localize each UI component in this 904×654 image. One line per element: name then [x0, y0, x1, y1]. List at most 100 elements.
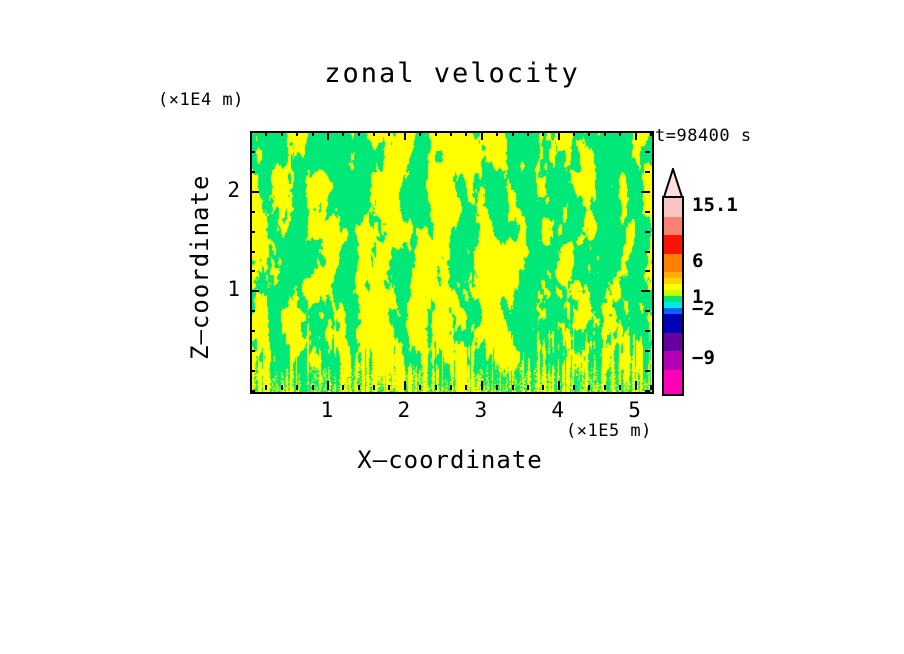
x-tick-bottom	[588, 385, 590, 390]
x-tick-bottom	[373, 385, 375, 390]
x-tick-top	[496, 131, 498, 136]
x-tick-top	[450, 131, 452, 136]
y-tick-right	[645, 310, 650, 312]
y-tick-right	[641, 290, 650, 292]
x-tick-label: 4	[551, 398, 565, 422]
x-tick-bottom	[619, 385, 621, 390]
y-tick-left	[250, 370, 255, 372]
colorbar-band	[664, 369, 682, 394]
y-tick-right	[645, 390, 650, 392]
y-tick-right	[645, 231, 650, 233]
x-tick-top	[388, 131, 390, 136]
colorbar-tick-label: −2	[692, 298, 715, 321]
colorbar-band	[664, 314, 682, 333]
colorbar-band	[664, 308, 682, 315]
x-tick-bottom	[604, 385, 606, 390]
colorbar-band	[664, 284, 682, 291]
y-tick-left	[250, 231, 255, 233]
y-tick-right	[645, 131, 650, 133]
y-tick-left	[250, 350, 255, 352]
x-tick-bottom	[327, 381, 329, 390]
x-tick-bottom	[281, 385, 283, 390]
heatmap-field	[252, 133, 652, 392]
x-tick-bottom	[481, 381, 483, 390]
x-axis-title: X—coordinate	[357, 446, 543, 474]
x-tick-top	[327, 131, 329, 140]
x-tick-bottom	[419, 385, 421, 390]
x-tick-top	[542, 131, 544, 136]
x-tick-bottom	[650, 385, 652, 390]
y-tick-right	[645, 151, 650, 153]
y-tick-right	[641, 191, 650, 193]
y-axis-unit-label: (×1E4 m)	[158, 90, 244, 110]
x-tick-top	[573, 131, 575, 136]
x-tick-label: 3	[474, 398, 488, 422]
chart-title: zonal velocity	[324, 58, 580, 89]
y-tick-right	[645, 251, 650, 253]
colorbar-band	[664, 216, 682, 236]
x-tick-top	[296, 131, 298, 136]
colorbar-band	[664, 351, 682, 370]
y-tick-left	[250, 290, 259, 292]
x-tick-top	[635, 131, 637, 140]
y-tick-left	[250, 330, 255, 332]
colorbar-band	[664, 278, 682, 285]
x-tick-bottom	[404, 381, 406, 390]
x-tick-bottom	[527, 385, 529, 390]
x-axis-unit-label: (×1E5 m)	[566, 421, 652, 441]
y-tick-right	[645, 211, 650, 213]
y-tick-label: 1	[227, 277, 240, 302]
x-tick-top	[419, 131, 421, 136]
x-tick-top	[265, 131, 267, 136]
x-tick-top	[558, 131, 560, 140]
y-tick-left	[250, 171, 255, 173]
x-tick-bottom	[388, 385, 390, 390]
y-tick-left	[250, 211, 255, 213]
colorbar-bands	[662, 196, 684, 396]
x-tick-top	[619, 131, 621, 136]
y-tick-right	[645, 171, 650, 173]
x-tick-bottom	[358, 385, 360, 390]
y-tick-left	[250, 191, 259, 193]
x-tick-top	[358, 131, 360, 136]
x-tick-bottom	[450, 385, 452, 390]
colorbar-band	[664, 253, 682, 273]
timestamp-annotation: t=98400 s	[655, 126, 752, 146]
x-tick-top	[481, 131, 483, 140]
x-tick-top	[281, 131, 283, 136]
x-tick-top	[373, 131, 375, 136]
x-tick-bottom	[342, 385, 344, 390]
x-tick-top	[250, 131, 252, 136]
x-tick-top	[404, 131, 406, 140]
x-tick-label: 2	[397, 398, 411, 422]
colorbar-arrow-icon	[662, 168, 684, 198]
colorbar-tick-label: 1	[692, 286, 704, 309]
x-tick-top	[527, 131, 529, 136]
y-tick-left	[250, 251, 255, 253]
colorbar-band	[664, 302, 682, 309]
x-tick-bottom	[512, 385, 514, 390]
y-tick-right	[645, 350, 650, 352]
y-tick-right	[645, 330, 650, 332]
y-tick-right	[645, 370, 650, 372]
colorbar-band	[664, 235, 682, 254]
x-tick-top	[312, 131, 314, 136]
colorbar-band	[664, 296, 682, 303]
x-tick-top	[588, 131, 590, 136]
x-tick-top	[465, 131, 467, 136]
x-tick-bottom	[296, 385, 298, 390]
colorbar-band	[664, 290, 682, 297]
y-tick-left	[250, 310, 255, 312]
x-tick-bottom	[312, 385, 314, 390]
x-tick-label: 1	[320, 398, 334, 422]
colorbar-band	[664, 332, 682, 352]
x-tick-bottom	[250, 385, 252, 390]
x-tick-bottom	[558, 381, 560, 390]
y-tick-left	[250, 131, 255, 133]
x-tick-top	[435, 131, 437, 136]
x-tick-bottom	[496, 385, 498, 390]
x-tick-top	[604, 131, 606, 136]
y-tick-left	[250, 270, 255, 272]
colorbar-tick-label: 6	[692, 249, 704, 272]
